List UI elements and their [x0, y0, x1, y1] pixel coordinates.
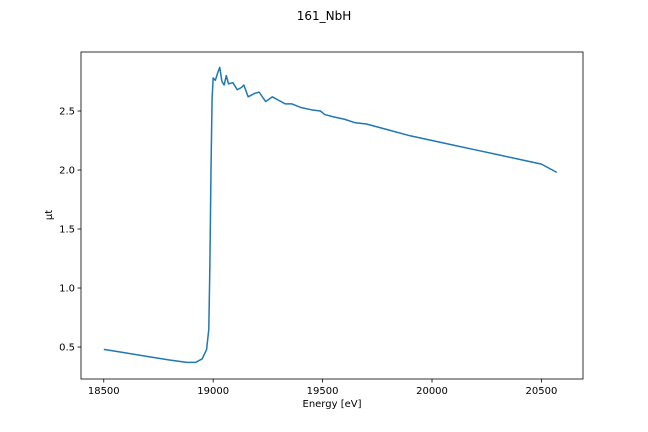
y-tick-label: 1.0: [59, 284, 75, 295]
data-line: [103, 66, 558, 364]
x-tick-label: 20500: [526, 386, 558, 397]
x-tick-label: 20000: [416, 386, 448, 397]
x-tick-label: 19500: [307, 386, 339, 397]
x-axis-label: Energy [eV]: [303, 399, 362, 410]
x-tick-label: 19000: [197, 386, 229, 397]
y-tick-label: 1.5: [59, 225, 75, 236]
y-tick-label: 0.5: [59, 343, 75, 354]
y-tick-label: 2.0: [59, 166, 75, 177]
plot-frame: [80, 51, 584, 380]
x-tick-label: 18500: [88, 386, 120, 397]
y-tick-label: 2.5: [59, 107, 75, 118]
chart-title: 161_NbH: [297, 9, 352, 23]
y-axis-label: μt: [44, 210, 55, 220]
